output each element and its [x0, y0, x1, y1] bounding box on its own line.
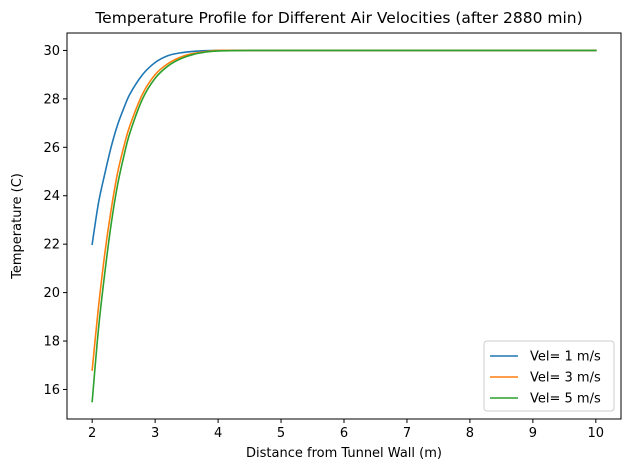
- y-tick-label: 26: [43, 141, 60, 156]
- series-line-2: [91, 49, 597, 371]
- x-axis-label: Distance from Tunnel Wall (m): [246, 446, 442, 461]
- series-line-1: [91, 49, 597, 246]
- x-tick-label: 4: [214, 426, 222, 441]
- y-tick-label: 24: [43, 189, 60, 204]
- legend: Vel= 1 m/s Vel= 3 m/s Vel= 5 m/s: [483, 340, 615, 412]
- plot-frame: [66, 32, 622, 420]
- x-tick-label: 10: [588, 426, 605, 441]
- legend-label-3: Vel= 5 m/s: [530, 392, 601, 407]
- y-tick-label: 30: [43, 44, 60, 59]
- y-axis-label: Temperature (C): [10, 173, 25, 280]
- y-tick-label: 22: [43, 238, 60, 253]
- x-tick-label: 7: [403, 426, 411, 441]
- series-layer: [91, 49, 597, 403]
- x-tick-label: 6: [340, 426, 348, 441]
- y-tick-label: 18: [43, 335, 60, 350]
- x-tick-label: 8: [466, 426, 474, 441]
- y-tick-label: 28: [43, 92, 60, 107]
- y-tick-label: 16: [43, 383, 60, 398]
- y-tick-label: 20: [43, 286, 60, 301]
- chart-title: Temperature Profile for Different Air Ve…: [94, 9, 582, 27]
- x-tick-label: 2: [88, 426, 96, 441]
- legend-label-1: Vel= 1 m/s: [530, 350, 601, 365]
- x-tick-label: 3: [151, 426, 159, 441]
- legend-box: [483, 340, 615, 412]
- x-tick-label: 5: [277, 426, 285, 441]
- legend-label-2: Vel= 3 m/s: [530, 371, 601, 386]
- series-line-3: [91, 49, 597, 403]
- ticks-layer: 2 3 4 5 6 7 8 9 10 16 18 20 22 24 26 28 30: [43, 44, 604, 441]
- x-tick-label: 9: [529, 426, 537, 441]
